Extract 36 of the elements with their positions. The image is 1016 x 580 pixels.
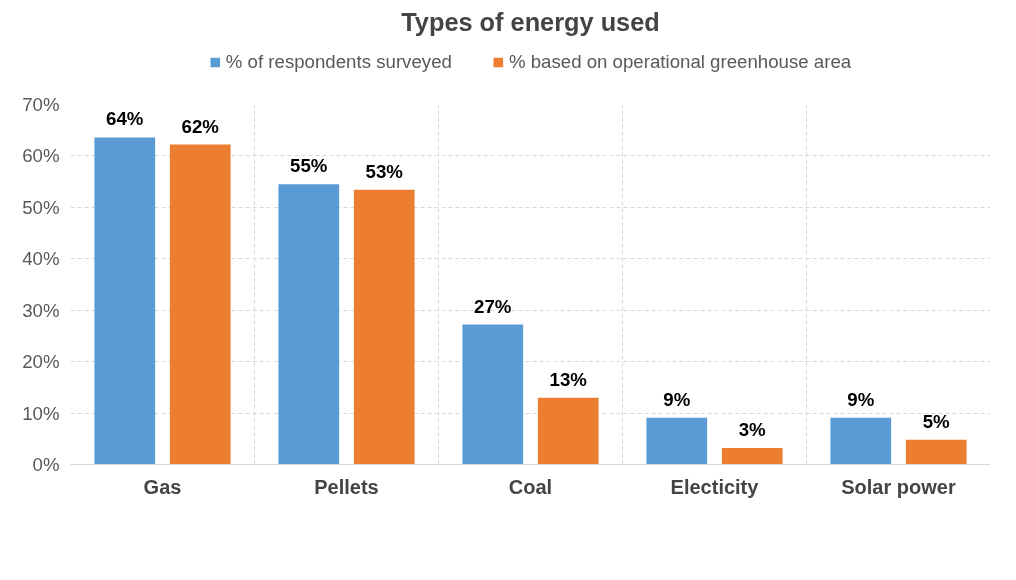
chart-title: Types of energy used: [401, 7, 660, 36]
data-label: 9%: [663, 388, 691, 410]
bar: [353, 189, 415, 465]
y-tick-label: 40%: [22, 248, 60, 270]
bar: [169, 144, 231, 465]
x-tick-label: Solar power: [841, 475, 956, 498]
y-tick-label: 0%: [32, 454, 60, 475]
data-label: 27%: [474, 295, 512, 317]
data-label: 53%: [365, 160, 404, 182]
bar: [905, 439, 967, 465]
y-tick-label: 50%: [22, 196, 60, 218]
y-tick-label: 30%: [22, 299, 60, 321]
x-tick-label: Coal: [508, 475, 553, 498]
y-tick-label: 10%: [22, 402, 60, 424]
x-tick-label: Gas: [143, 475, 182, 498]
y-tick-label: 60%: [22, 145, 60, 167]
bar: [537, 397, 599, 465]
data-label: 64%: [106, 108, 144, 130]
y-tick-label: 70%: [22, 94, 60, 115]
data-label: 3%: [738, 419, 767, 441]
bar: [462, 324, 524, 465]
bar: [278, 184, 340, 465]
legend-label: % of respondents surveyed: [225, 51, 452, 73]
y-tick-label: 20%: [22, 351, 60, 373]
legend-label: % based on operational greenhouse area: [508, 51, 852, 73]
bar: [646, 417, 708, 465]
x-tick-label: Pellets: [314, 475, 379, 498]
data-label: 62%: [181, 115, 220, 137]
bar: [830, 417, 892, 465]
data-label: 13%: [549, 368, 588, 390]
x-tick-label: Electicity: [670, 475, 760, 498]
data-label: 5%: [922, 410, 951, 432]
data-label: 9%: [847, 388, 875, 410]
bar: [94, 137, 156, 465]
bar: [721, 448, 783, 465]
data-label: 55%: [290, 155, 328, 177]
